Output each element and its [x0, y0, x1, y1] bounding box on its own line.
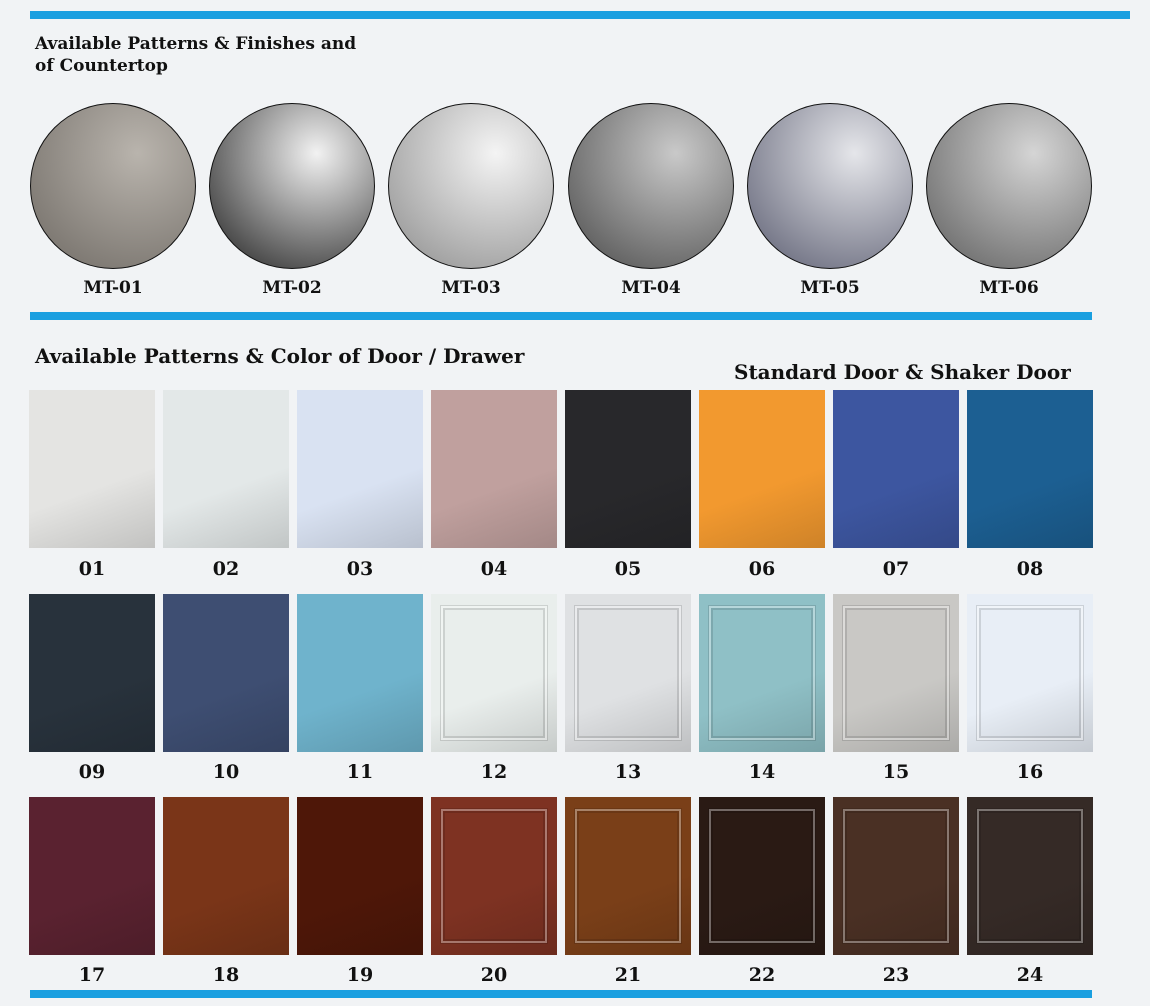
door-code: 20	[480, 964, 508, 986]
door-swatch-11	[297, 594, 423, 752]
door-swatch-18	[163, 797, 289, 955]
door-code: 03	[346, 558, 374, 580]
door-swatch-16	[967, 594, 1093, 752]
door-code: 16	[1016, 761, 1044, 783]
shaker-panel	[843, 809, 949, 943]
door-swatch-02	[163, 390, 289, 548]
countertop-title-line1: Available Patterns & Finishes and	[35, 34, 357, 54]
countertop-swatch-mt-03	[388, 103, 554, 269]
middle-divider	[30, 312, 1092, 320]
door-swatch-10	[163, 594, 289, 752]
door-code: 12	[480, 761, 508, 783]
countertop-code: MT-06	[979, 278, 1039, 298]
bottom-divider	[30, 990, 1092, 998]
door-swatch-03	[297, 390, 423, 548]
countertop-code: MT-04	[621, 278, 681, 298]
countertop-swatch-mt-06	[926, 103, 1092, 269]
door-code: 08	[1016, 558, 1044, 580]
countertop-title-line2: of Countertop	[35, 56, 168, 77]
shaker-panel	[441, 606, 547, 740]
shaker-panel	[575, 606, 681, 740]
shaker-panel	[441, 809, 547, 943]
door-code: 14	[748, 761, 776, 783]
countertop-swatch-mt-01	[30, 103, 196, 269]
door-code: 22	[748, 964, 776, 986]
door-swatch-19	[297, 797, 423, 955]
door-code: 17	[78, 964, 106, 986]
door-code: 06	[748, 558, 776, 580]
door-swatch-17	[29, 797, 155, 955]
shaker-panel	[709, 606, 815, 740]
door-code: 19	[346, 964, 374, 986]
door-swatch-06	[699, 390, 825, 548]
doors-subtitle: Standard Door & Shaker Door	[734, 360, 1071, 384]
door-swatch-15	[833, 594, 959, 752]
countertop-code: MT-03	[441, 278, 501, 298]
shaker-panel	[709, 809, 815, 943]
door-swatch-12	[431, 594, 557, 752]
door-swatch-01	[29, 390, 155, 548]
door-swatch-20	[431, 797, 557, 955]
countertop-code: MT-05	[800, 278, 860, 298]
door-code: 23	[882, 964, 910, 986]
door-code: 15	[882, 761, 910, 783]
door-code: 24	[1016, 964, 1044, 986]
top-divider	[30, 11, 1130, 19]
door-swatch-07	[833, 390, 959, 548]
door-code: 18	[212, 964, 240, 986]
countertop-code: MT-01	[83, 278, 143, 298]
door-code: 10	[212, 761, 240, 783]
door-swatch-13	[565, 594, 691, 752]
door-code: 04	[480, 558, 508, 580]
door-swatch-24	[967, 797, 1093, 955]
door-code: 05	[614, 558, 642, 580]
door-code: 01	[78, 558, 106, 580]
door-code: 11	[346, 761, 374, 783]
door-swatch-08	[967, 390, 1093, 548]
shaker-panel	[843, 606, 949, 740]
door-swatch-14	[699, 594, 825, 752]
door-swatch-09	[29, 594, 155, 752]
countertop-code: MT-02	[262, 278, 322, 298]
countertop-swatch-mt-05	[747, 103, 913, 269]
door-swatch-05	[565, 390, 691, 548]
door-code: 21	[614, 964, 642, 986]
door-swatch-22	[699, 797, 825, 955]
countertop-swatch-mt-02	[209, 103, 375, 269]
door-code: 07	[882, 558, 910, 580]
shaker-panel	[575, 809, 681, 943]
shaker-panel	[977, 809, 1083, 943]
door-swatch-21	[565, 797, 691, 955]
doors-title: Available Patterns & Color of Door / Dra…	[35, 344, 525, 368]
countertop-swatch-mt-04	[568, 103, 734, 269]
shaker-panel	[977, 606, 1083, 740]
door-code: 02	[212, 558, 240, 580]
door-code: 09	[78, 761, 106, 783]
countertop-title: Available Patterns & Finishes and of Cou…	[35, 33, 356, 77]
door-swatch-23	[833, 797, 959, 955]
door-swatch-04	[431, 390, 557, 548]
door-code: 13	[614, 761, 642, 783]
